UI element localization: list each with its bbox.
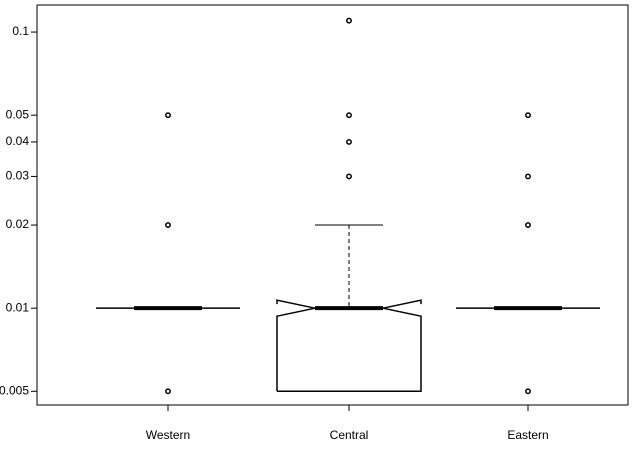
x-tick-label: Eastern [507, 428, 548, 442]
outlier [525, 222, 531, 229]
x-tick-label: Central [330, 428, 369, 442]
outlier [346, 17, 352, 24]
outlier [525, 388, 531, 395]
y-tick-label: 0.05 [6, 107, 30, 121]
outlier [525, 173, 531, 180]
outlier [165, 112, 171, 119]
outlier [346, 112, 352, 119]
outlier [346, 138, 352, 145]
y-tick-label: 0.02 [6, 217, 30, 231]
y-tick-label: 0.03 [6, 169, 30, 183]
y-tick-label: 0.04 [6, 134, 30, 148]
y-tick-label: 0.1 [12, 24, 29, 38]
y-tick-label: 0.01 [6, 300, 30, 314]
box [276, 299, 422, 393]
outlier [165, 388, 171, 395]
outlier [346, 173, 352, 180]
outlier [165, 222, 171, 229]
x-tick-label: Western [146, 428, 190, 442]
y-tick-label: 0.005 [0, 383, 29, 397]
outlier [525, 112, 531, 119]
plot-frame [36, 4, 629, 406]
